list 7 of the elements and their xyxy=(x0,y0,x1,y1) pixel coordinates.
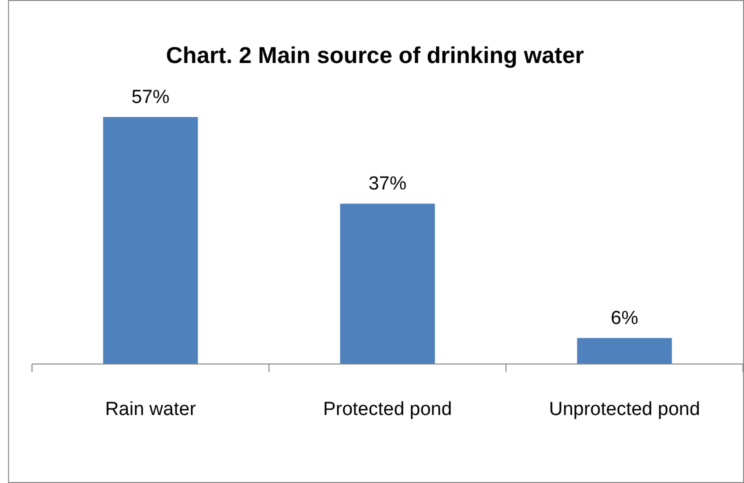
x-tick-label: Rain water xyxy=(105,399,197,420)
x-tick-label: Protected pond xyxy=(323,399,452,420)
data-label: 6% xyxy=(610,308,638,329)
chart-title: Chart. 2 Main source of drinking water xyxy=(166,42,584,68)
x-tick-label: Unprotected pond xyxy=(548,399,700,420)
data-label: 37% xyxy=(368,174,407,195)
data-label: 57% xyxy=(131,87,170,108)
